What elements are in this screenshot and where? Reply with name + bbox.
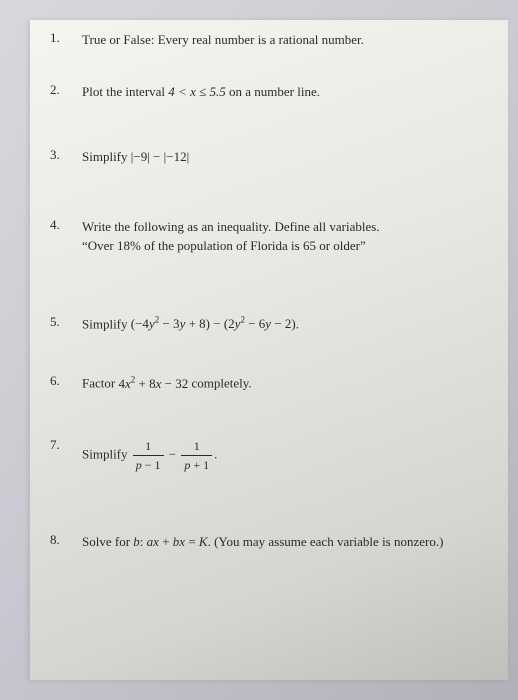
q7-post: . — [214, 447, 217, 462]
q4-line2: “Over 18% of the population of Florida i… — [82, 238, 366, 253]
q7-frac2: 1p + 1 — [181, 437, 212, 474]
q6-math: 4x2 + 8x − 32 — [118, 376, 188, 391]
q2-math: 4 < x ≤ 5.5 — [168, 84, 225, 99]
q5-post: . — [296, 316, 299, 331]
question-4: 4. Write the following as an inequality.… — [50, 217, 488, 256]
q3-math: |−9| − |−12| — [131, 149, 189, 164]
question-8: 8. Solve for b: ax + bx = K. (You may as… — [50, 532, 488, 552]
q6-post: completely. — [188, 376, 251, 391]
question-number: 2. — [50, 82, 82, 98]
question-text: Simplify (−4y2 − 3y + 8) − (2y2 − 6y − 2… — [82, 314, 488, 334]
q8-colon: : — [140, 534, 147, 549]
question-text: Factor 4x2 + 8x − 32 completely. — [82, 373, 488, 393]
question-7: 7. Simplify 1p − 1 − 1p + 1. — [50, 437, 488, 474]
question-text: Simplify |−9| − |−12| — [82, 147, 488, 167]
q7-pre: Simplify — [82, 447, 131, 462]
q3-pre: Simplify — [82, 149, 131, 164]
question-number: 6. — [50, 373, 82, 389]
q7-frac1: 1p − 1 — [133, 437, 164, 474]
worksheet-paper: 1. True or False: Every real number is a… — [30, 20, 508, 680]
q4-line1: Write the following as an inequality. De… — [82, 219, 380, 234]
question-1: 1. True or False: Every real number is a… — [50, 30, 488, 50]
question-text: Plot the interval 4 < x ≤ 5.5 on a numbe… — [82, 82, 488, 102]
question-text: Simplify 1p − 1 − 1p + 1. — [82, 437, 488, 474]
question-number: 1. — [50, 30, 82, 46]
question-number: 4. — [50, 217, 82, 233]
question-number: 3. — [50, 147, 82, 163]
q5-pre: Simplify — [82, 316, 131, 331]
question-text: Write the following as an inequality. De… — [82, 217, 488, 256]
q8-pre: Solve for — [82, 534, 133, 549]
question-number: 5. — [50, 314, 82, 330]
q2-pre: Plot the interval — [82, 84, 168, 99]
question-number: 7. — [50, 437, 82, 453]
frac-num: 1 — [181, 437, 212, 456]
q6-pre: Factor — [82, 376, 118, 391]
question-2: 2. Plot the interval 4 < x ≤ 5.5 on a nu… — [50, 82, 488, 102]
frac-den: p − 1 — [133, 456, 164, 474]
question-5: 5. Simplify (−4y2 − 3y + 8) − (2y2 − 6y … — [50, 314, 488, 334]
q8-post: . (You may assume each variable is nonze… — [208, 534, 444, 549]
question-text: Solve for b: ax + bx = K. (You may assum… — [82, 532, 488, 552]
question-6: 6. Factor 4x2 + 8x − 32 completely. — [50, 373, 488, 393]
q2-post: on a number line. — [226, 84, 320, 99]
question-3: 3. Simplify |−9| − |−12| — [50, 147, 488, 167]
question-text: True or False: Every real number is a ra… — [82, 30, 488, 50]
q8-math: ax + bx = K — [147, 534, 208, 549]
frac-den: p + 1 — [181, 456, 212, 474]
question-number: 8. — [50, 532, 82, 548]
q7-minus: − — [169, 447, 176, 462]
q5-math: (−4y2 − 3y + 8) − (2y2 − 6y − 2) — [131, 316, 296, 331]
frac-num: 1 — [133, 437, 164, 456]
